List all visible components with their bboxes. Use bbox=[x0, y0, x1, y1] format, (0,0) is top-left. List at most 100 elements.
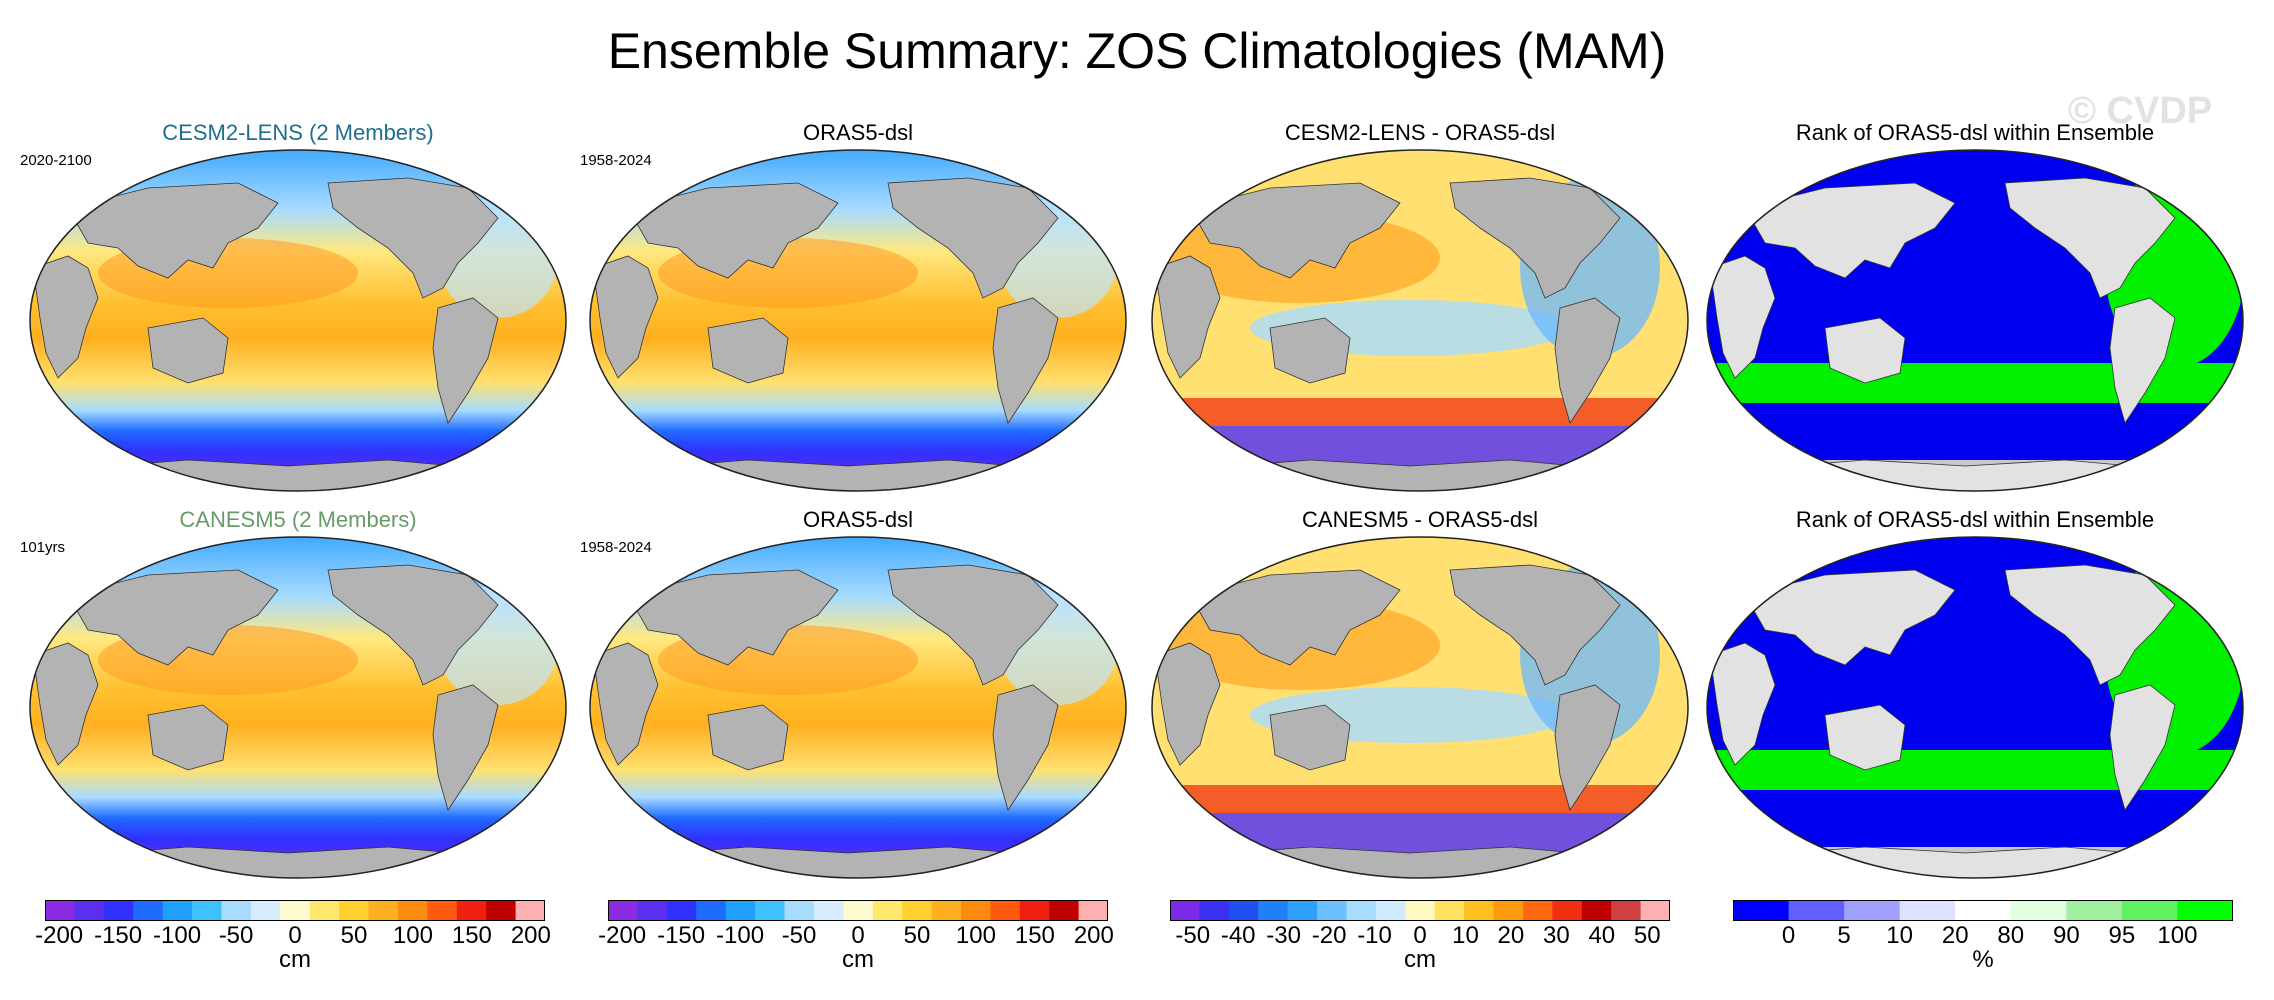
colorbar-tick-label: 100 bbox=[955, 922, 996, 949]
colorbar-frame bbox=[45, 900, 545, 921]
colorbar-swatch bbox=[755, 900, 785, 921]
colorbar-swatch bbox=[1581, 900, 1612, 921]
land-samerica bbox=[1554, 684, 1621, 811]
land-africa bbox=[32, 255, 99, 379]
colorbar-tick-label: -100 bbox=[153, 922, 202, 949]
colorbar-swatch bbox=[250, 900, 281, 921]
colorbar-tick-label: 200 bbox=[1073, 922, 1114, 949]
colorbar-swatch bbox=[1788, 900, 1845, 921]
panel-title: CANESM5 (2 Members) bbox=[179, 507, 417, 532]
land-asia bbox=[1744, 569, 1956, 666]
colorbar-swatch bbox=[1640, 900, 1670, 921]
land-australia bbox=[1824, 317, 1906, 384]
colorbar-swatch bbox=[872, 900, 903, 921]
colorbar-tick-label: 100 bbox=[2157, 922, 2198, 949]
colorbar-tick-label: -150 bbox=[94, 922, 143, 949]
rank-high-band bbox=[1707, 750, 2243, 790]
panel-period-label: 101yrs bbox=[20, 539, 66, 556]
land-greenland bbox=[1042, 552, 1089, 586]
colorbar-swatch bbox=[1955, 900, 2012, 921]
colorbar-tick-label: 0 bbox=[851, 922, 865, 949]
colorbar-tick-label: 95 bbox=[2108, 922, 2136, 949]
land-australia bbox=[707, 704, 789, 771]
colorbar-swatch bbox=[192, 900, 222, 921]
colorbar-swatch bbox=[1317, 900, 1347, 921]
colorbar-tick-label: -150 bbox=[657, 922, 706, 949]
colorbar-swatch bbox=[902, 900, 933, 921]
colorbar-tick-label: -200 bbox=[598, 922, 647, 949]
colorbar-swatch bbox=[1199, 900, 1230, 921]
colorbar-tick-label: -50 bbox=[781, 922, 817, 949]
colorbar-swatch bbox=[1733, 900, 1790, 921]
map-panel-rank bbox=[1706, 536, 2244, 879]
colorbar-unit-label: cm bbox=[842, 946, 874, 973]
land-africa bbox=[592, 255, 659, 379]
map-border bbox=[1151, 149, 1689, 492]
colorbar-swatch bbox=[1464, 900, 1495, 921]
land-africa bbox=[1154, 642, 1221, 766]
colorbar-swatch bbox=[397, 900, 428, 921]
colorbar-unit-label: % bbox=[1972, 946, 1994, 973]
colorbar-swatch bbox=[280, 900, 311, 921]
colorbar-swatch bbox=[339, 900, 370, 921]
diff-southern-band bbox=[1152, 398, 1688, 426]
land-greenland bbox=[482, 165, 529, 199]
colorbar-swatch bbox=[931, 900, 962, 921]
land-australia bbox=[147, 704, 229, 771]
colorbar-swatch bbox=[427, 900, 458, 921]
colorbar bbox=[45, 900, 545, 921]
map-panel-field bbox=[589, 149, 1127, 492]
colorbar-tick-label: 0 bbox=[288, 922, 302, 949]
colorbar-swatch bbox=[637, 900, 668, 921]
panel-title: Rank of ORAS5-dsl within Ensemble bbox=[1795, 507, 2155, 532]
land-africa bbox=[592, 642, 659, 766]
colorbar-tick-label: -50 bbox=[1175, 922, 1211, 949]
colorbar-tick-label: 0 bbox=[1413, 922, 1427, 949]
map-panel-field bbox=[29, 149, 567, 492]
colorbar-swatch bbox=[666, 900, 697, 921]
panel-title: CESM2-LENS (2 Members) bbox=[162, 120, 434, 145]
colorbar-tick-label: 200 bbox=[510, 922, 551, 949]
colorbar-swatch bbox=[2177, 900, 2233, 921]
colorbar-swatch bbox=[1844, 900, 1901, 921]
panel-title: ORAS5-dsl bbox=[802, 507, 914, 532]
colorbar-swatch bbox=[608, 900, 638, 921]
colorbar-swatch bbox=[1346, 900, 1377, 921]
land-samerica bbox=[432, 297, 499, 424]
land-greenland bbox=[1604, 165, 1651, 199]
panel-period-label: 2020-2100 bbox=[20, 152, 92, 169]
colorbar-swatch bbox=[725, 900, 756, 921]
colorbar-swatch bbox=[843, 900, 874, 921]
land-australia bbox=[1824, 704, 1906, 771]
figure-title: Ensemble Summary: ZOS Climatologies (MAM… bbox=[607, 23, 1667, 79]
map-border bbox=[589, 149, 1127, 492]
land-greenland bbox=[1604, 552, 1651, 586]
map-border bbox=[1706, 149, 2244, 492]
land-asia bbox=[67, 182, 279, 279]
colorbar-swatch bbox=[45, 900, 75, 921]
colorbar-tick-label: 40 bbox=[1588, 922, 1616, 949]
map-border bbox=[1706, 536, 2244, 879]
colorbar-swatch bbox=[1170, 900, 1200, 921]
land-africa bbox=[1154, 255, 1221, 379]
colorbar-swatch bbox=[813, 900, 844, 921]
colorbar-swatch bbox=[960, 900, 991, 921]
colorbar-swatch bbox=[221, 900, 252, 921]
colorbar-swatch bbox=[368, 900, 399, 921]
colorbar-frame bbox=[1733, 900, 2233, 921]
land-asia bbox=[627, 182, 839, 279]
colorbar-tick-label: -100 bbox=[716, 922, 765, 949]
colorbar-frame bbox=[608, 900, 1108, 921]
land-greenland bbox=[1042, 165, 1089, 199]
colorbar-swatch bbox=[1258, 900, 1289, 921]
map-border bbox=[1151, 536, 1689, 879]
map-border bbox=[589, 536, 1127, 879]
colorbar-tick-label: 150 bbox=[1014, 922, 1055, 949]
colorbar-tick-label: 50 bbox=[340, 922, 368, 949]
land-africa bbox=[1709, 642, 1776, 766]
map-panel-field bbox=[29, 536, 567, 879]
colorbar-swatch bbox=[696, 900, 727, 921]
diff-southern-band bbox=[1152, 785, 1688, 813]
colorbar-tick-label: -50 bbox=[218, 922, 254, 949]
colorbar-swatch bbox=[2066, 900, 2123, 921]
